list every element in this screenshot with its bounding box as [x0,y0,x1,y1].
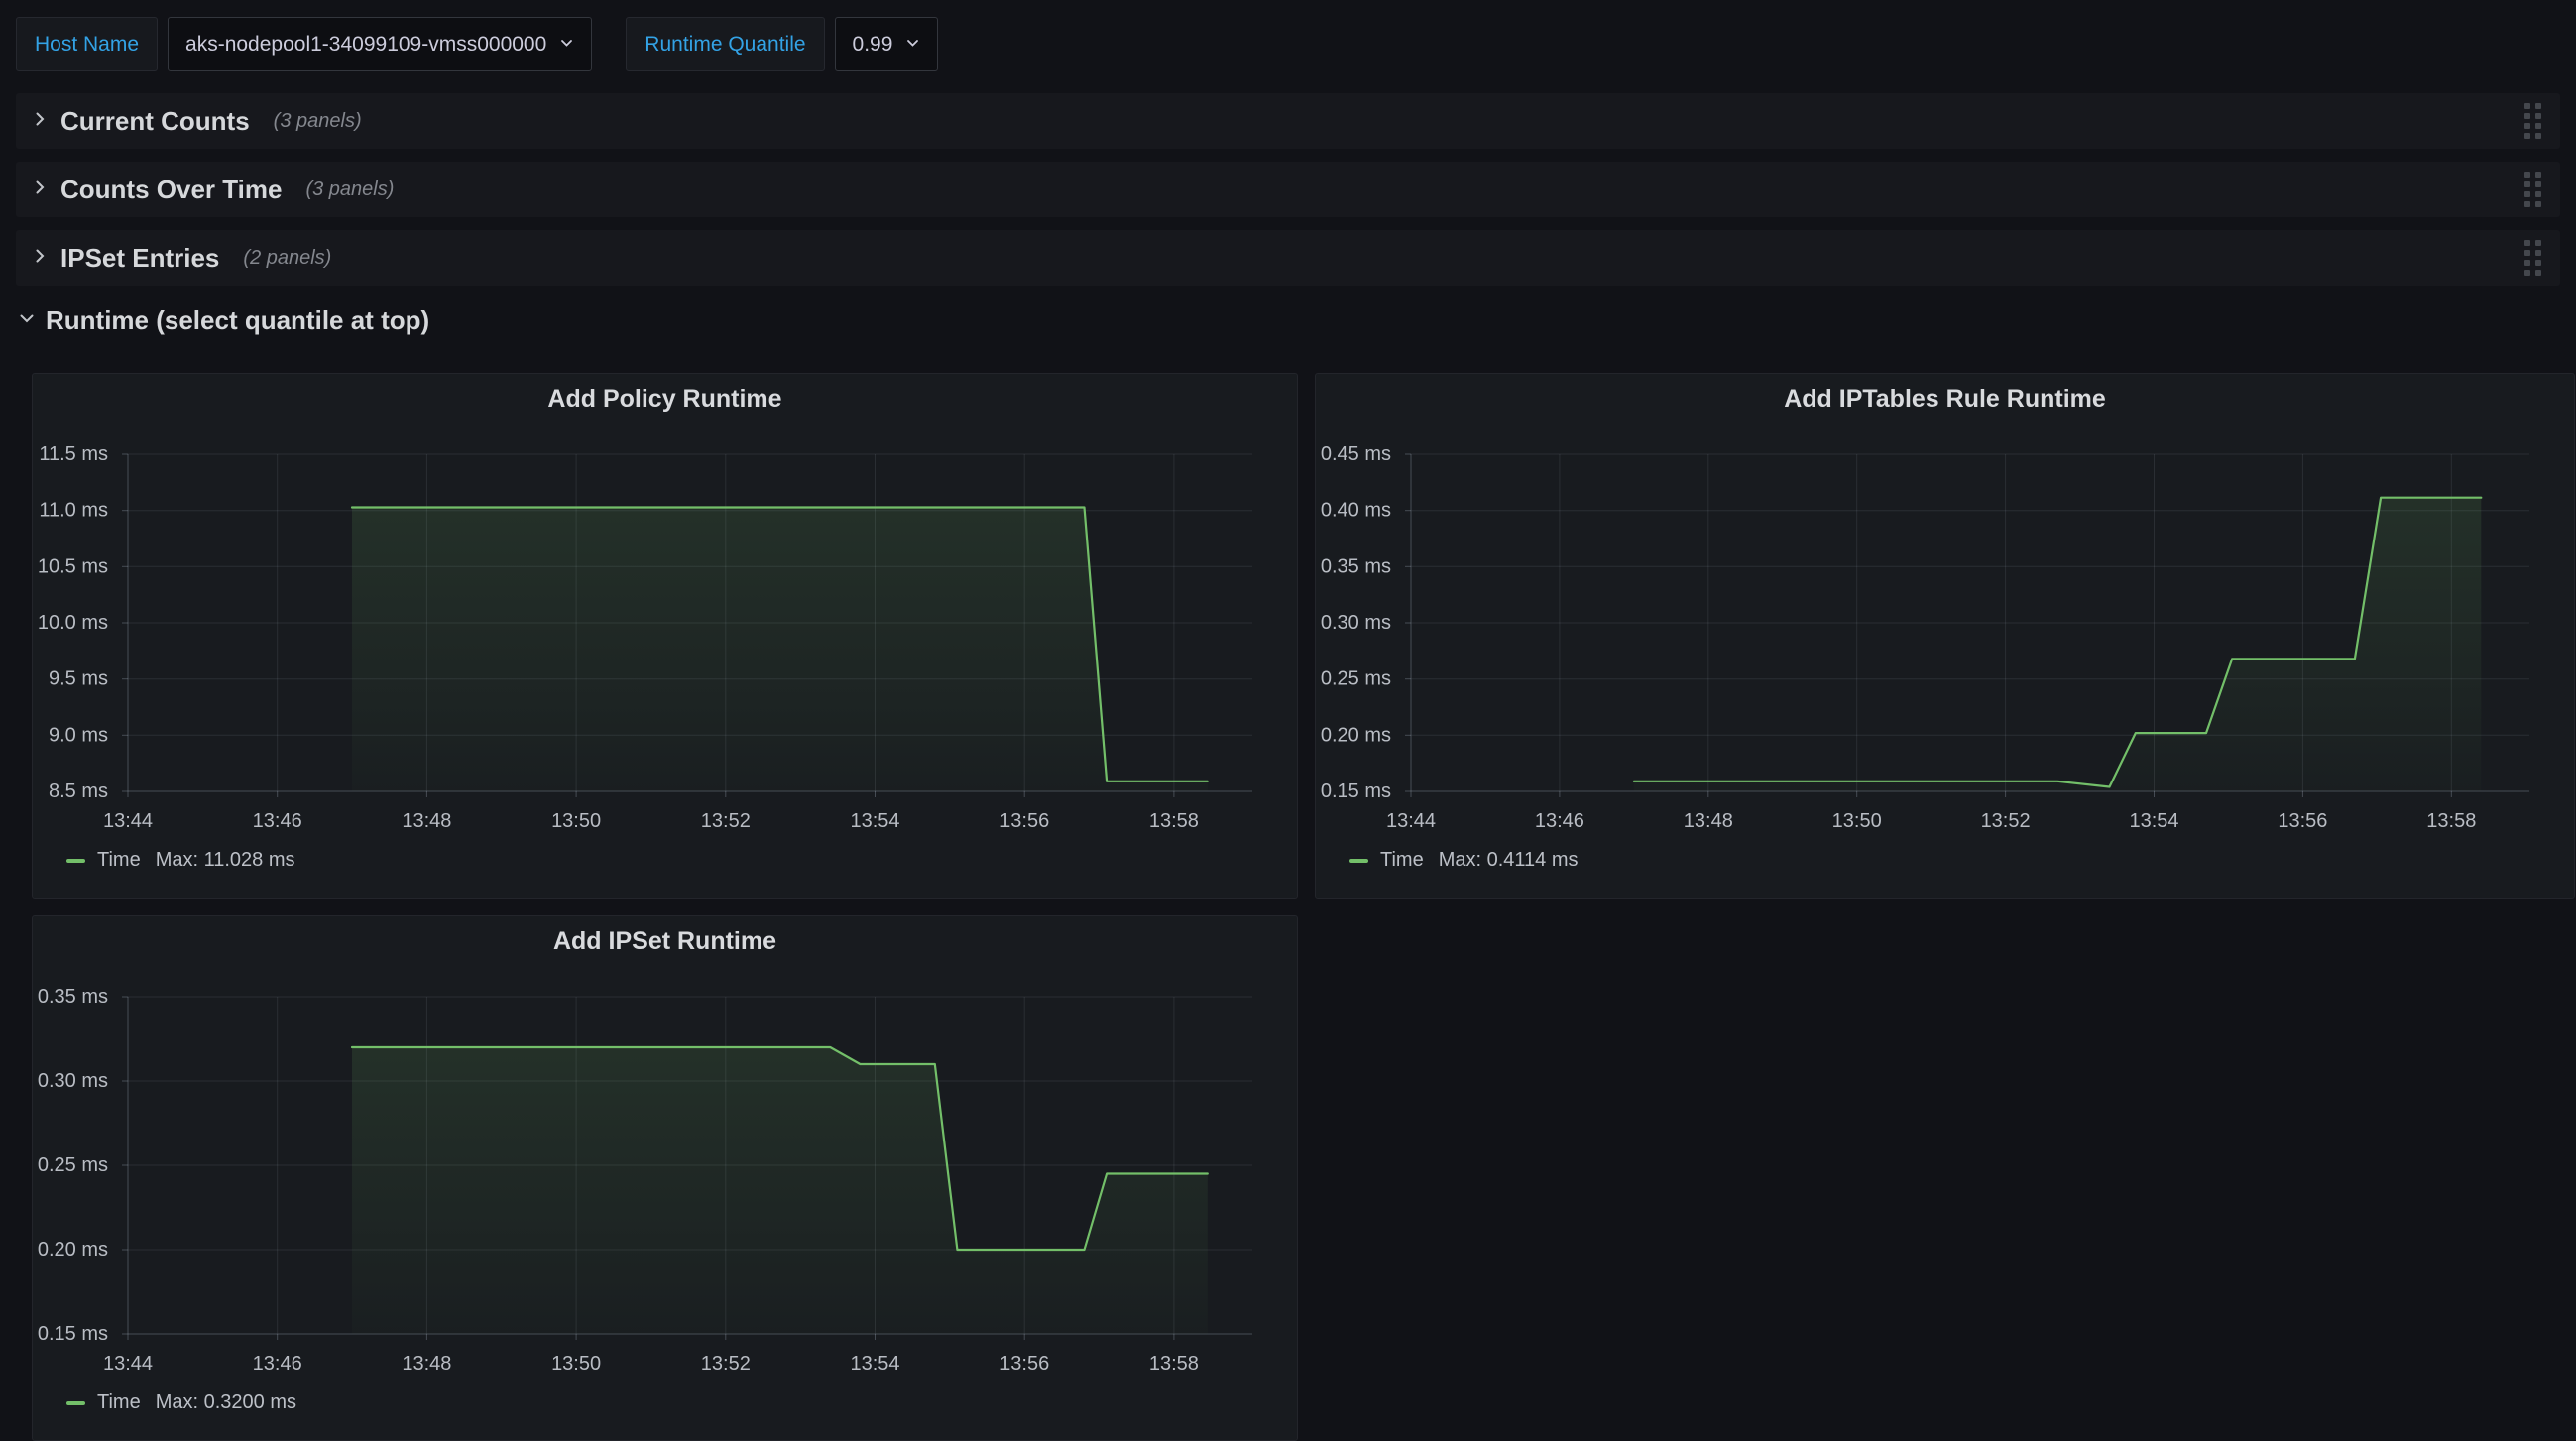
variable-group-quantile: Runtime Quantile 0.99 [626,17,939,71]
svg-text:13:52: 13:52 [701,810,751,832]
svg-text:13:44: 13:44 [1386,810,1436,832]
quantile-variable-label: Runtime Quantile [626,17,825,71]
dashboard-variable-bar: Host Name aks-nodepool1-34099109-vmss000… [0,0,2576,89]
svg-text:13:54: 13:54 [850,1353,899,1375]
row-panel-count: (3 panels) [273,109,362,132]
svg-text:13:52: 13:52 [701,1353,751,1375]
timeseries-chart: 0.35 ms 0.30 ms 0.25 ms 0.20 ms 0.15 ms 13:44… [38,986,1252,1375]
svg-text:9.5 ms: 9.5 ms [49,668,108,690]
svg-text:13:46: 13:46 [253,1353,302,1375]
svg-text:0.25 ms: 0.25 ms [38,1154,108,1176]
chevron-right-icon [31,247,49,270]
panel-legend: Time Max: 11.028 ms [66,849,295,872]
panel-add-policy-runtime: Add Policy Runtime 11.5 ms 11.0 ms 10.5 ms… [32,373,1298,899]
row-current-counts[interactable]: Current Counts (3 panels) [16,93,2560,149]
row-drag-handle-icon[interactable] [2520,236,2545,280]
svg-text:0.25 ms: 0.25 ms [1321,668,1391,690]
svg-text:0.40 ms: 0.40 ms [1321,500,1391,522]
svg-text:0.20 ms: 0.20 ms [1321,724,1391,746]
svg-text:13:46: 13:46 [1535,810,1584,832]
svg-text:13:54: 13:54 [850,810,899,832]
row-title: IPSet Entries [60,242,220,273]
hostname-variable-select[interactable]: aks-nodepool1-34099109-vmss000000 [168,17,593,71]
series-color-marker-icon [66,858,85,863]
timeseries-chart: 0.45 ms 0.40 ms 0.35 ms 0.30 ms 0.25 ms 0.20 … [1321,443,2529,832]
svg-text:0.30 ms: 0.30 ms [38,1070,108,1092]
row-title: Current Counts [60,105,250,136]
quantile-variable-value: 0.99 [852,32,893,56]
row-drag-handle-icon[interactable] [2520,168,2545,211]
svg-text:0.45 ms: 0.45 ms [1321,443,1391,465]
legend-max-value: Max: 0.3200 ms [155,1391,296,1413]
row-counts-over-time[interactable]: Counts Over Time (3 panels) [16,162,2560,217]
svg-text:13:44: 13:44 [103,1353,153,1375]
panel-legend: Time Max: 0.3200 ms [66,1391,296,1414]
legend-series-name[interactable]: Time [97,1391,141,1413]
chevron-right-icon [31,110,49,133]
svg-text:13:58: 13:58 [1149,810,1199,832]
svg-text:10.0 ms: 10.0 ms [38,612,108,634]
svg-text:10.5 ms: 10.5 ms [38,555,108,577]
legend-series-name[interactable]: Time [1380,849,1424,871]
svg-text:0.35 ms: 0.35 ms [38,986,108,1008]
svg-text:13:50: 13:50 [1832,810,1882,832]
svg-text:8.5 ms: 8.5 ms [49,781,108,802]
svg-text:13:50: 13:50 [551,1353,601,1375]
panel-grid: Add Policy Runtime 11.5 ms 11.0 ms 10.5 ms… [16,373,2575,1441]
legend-max-value: Max: 0.4114 ms [1438,849,1579,871]
svg-text:0.20 ms: 0.20 ms [38,1239,108,1261]
chevron-down-icon [905,33,920,57]
hostname-variable-label: Host Name [16,17,159,71]
panel-add-iptables-rule-runtime: Add IPTables Rule Runtime 0.45 ms 0.40 ms… [1315,373,2575,899]
panel-add-ipset-runtime: Add IPSet Runtime 0.35 ms 0.30 ms 0.25 ms 0… [32,915,1298,1441]
svg-text:13:50: 13:50 [551,810,601,832]
chevron-right-icon [31,179,49,201]
series-color-marker-icon [1349,858,1368,863]
svg-text:13:56: 13:56 [999,1353,1049,1375]
row-panel-count: (2 panels) [243,246,332,269]
row-panel-count: (3 panels) [305,178,395,200]
row-title: Runtime (select quantile at top) [46,304,430,335]
svg-text:11.0 ms: 11.0 ms [39,500,108,522]
svg-text:13:52: 13:52 [1981,810,2031,832]
quantile-variable-select[interactable]: 0.99 [834,17,939,71]
svg-text:13:44: 13:44 [103,810,153,832]
svg-text:13:48: 13:48 [1684,810,1733,832]
svg-text:13:58: 13:58 [2426,810,2476,832]
row-title: Counts Over Time [60,174,283,204]
hostname-variable-value: aks-nodepool1-34099109-vmss000000 [185,32,547,56]
svg-text:0.35 ms: 0.35 ms [1321,555,1391,577]
panel-legend: Time Max: 0.4114 ms [1349,849,1579,872]
legend-series-name[interactable]: Time [97,849,141,871]
panel-title[interactable]: Add IPSet Runtime [552,927,776,955]
svg-text:0.15 ms: 0.15 ms [1321,781,1391,802]
variable-group-hostname: Host Name aks-nodepool1-34099109-vmss000… [16,17,593,71]
timeseries-chart: 11.5 ms 11.0 ms 10.5 ms 10.0 ms 9.5 ms 9.0 ms… [38,443,1252,832]
svg-text:13:56: 13:56 [2278,810,2327,832]
row-ipset-entries[interactable]: IPSet Entries (2 panels) [16,230,2560,286]
svg-text:13:54: 13:54 [2129,810,2178,832]
legend-max-value: Max: 11.028 ms [155,849,295,871]
series-color-marker-icon [66,1400,85,1405]
chevron-down-icon [559,33,574,57]
dashboard-rows: Current Counts (3 panels) Counts Over Ti… [0,89,2576,1441]
svg-text:13:48: 13:48 [402,810,451,832]
row-drag-handle-icon[interactable] [2520,99,2545,143]
svg-text:0.15 ms: 0.15 ms [38,1323,108,1345]
svg-text:13:58: 13:58 [1149,1353,1199,1375]
svg-text:13:56: 13:56 [999,810,1049,832]
svg-text:13:48: 13:48 [402,1353,451,1375]
chevron-down-icon [18,309,36,332]
svg-text:9.0 ms: 9.0 ms [49,724,108,746]
row-runtime-expanded[interactable]: Runtime (select quantile at top) [18,299,2560,342]
panel-title[interactable]: Add IPTables Rule Runtime [1784,385,2106,413]
svg-text:13:46: 13:46 [253,810,302,832]
svg-text:0.30 ms: 0.30 ms [1321,612,1391,634]
panel-title[interactable]: Add Policy Runtime [547,385,782,413]
svg-text:11.5 ms: 11.5 ms [39,443,108,465]
